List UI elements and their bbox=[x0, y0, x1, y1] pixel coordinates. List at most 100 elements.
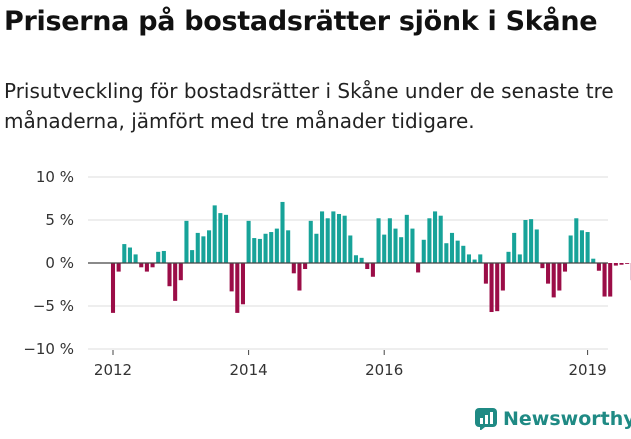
bar bbox=[376, 218, 381, 263]
bar bbox=[331, 211, 336, 263]
bar bbox=[257, 238, 262, 263]
chart-subtitle: Prisutveckling för bostadsrätter i Skåne… bbox=[4, 79, 614, 133]
bar bbox=[387, 218, 392, 263]
bar-series bbox=[110, 201, 631, 313]
bar bbox=[393, 228, 398, 263]
bar bbox=[325, 218, 330, 263]
x-tick-label: 2014 bbox=[230, 361, 268, 379]
bar bbox=[365, 263, 370, 270]
bar bbox=[269, 232, 274, 263]
bar bbox=[506, 251, 511, 263]
bar bbox=[359, 257, 364, 263]
bar bbox=[274, 228, 279, 263]
bar bbox=[410, 228, 415, 263]
bar-chart: 10 %5 %0 %−5 %−10 % 20122014201620192021… bbox=[23, 168, 631, 379]
bar bbox=[455, 240, 460, 263]
bar bbox=[212, 205, 217, 263]
bar bbox=[184, 220, 189, 263]
bar bbox=[625, 263, 630, 264]
bar bbox=[190, 250, 195, 263]
bar bbox=[421, 239, 426, 263]
bar bbox=[579, 230, 584, 263]
bar bbox=[500, 263, 505, 291]
bar bbox=[139, 263, 144, 268]
bar bbox=[466, 254, 471, 263]
bar bbox=[286, 230, 291, 263]
bar bbox=[303, 263, 308, 270]
bar bbox=[342, 215, 347, 263]
bar bbox=[122, 244, 127, 263]
bar bbox=[173, 263, 178, 301]
bar bbox=[297, 263, 302, 291]
bar bbox=[416, 263, 421, 273]
bar bbox=[308, 220, 313, 263]
bar bbox=[619, 263, 624, 265]
bar bbox=[427, 218, 432, 263]
newsworthy-brand: Newsworthy bbox=[475, 408, 631, 430]
y-tick-label: −10 % bbox=[23, 340, 74, 358]
bar bbox=[585, 232, 590, 263]
bar bbox=[399, 237, 404, 263]
bar bbox=[291, 263, 296, 274]
bar bbox=[613, 263, 618, 266]
bar bbox=[433, 211, 438, 263]
x-tick-label: 2012 bbox=[94, 361, 132, 379]
bar bbox=[438, 215, 443, 263]
bar bbox=[252, 238, 257, 263]
x-axis: 2012201420162019202120232025 bbox=[88, 262, 608, 379]
bar bbox=[246, 220, 251, 263]
bar bbox=[382, 234, 387, 263]
bar bbox=[353, 255, 358, 263]
bar bbox=[348, 235, 353, 263]
bar bbox=[370, 263, 375, 277]
newsworthy-logo-icon bbox=[475, 408, 497, 430]
bar bbox=[529, 219, 534, 263]
bar bbox=[523, 220, 528, 263]
bar bbox=[161, 250, 166, 263]
bar bbox=[156, 251, 161, 263]
y-tick-label: 10 % bbox=[36, 168, 74, 186]
bar bbox=[551, 263, 556, 298]
bar bbox=[574, 218, 579, 263]
y-tick-label: 0 % bbox=[45, 254, 74, 272]
bar bbox=[404, 214, 409, 263]
bar bbox=[495, 263, 500, 312]
bar bbox=[144, 263, 149, 272]
y-tick-label: −5 % bbox=[33, 297, 74, 315]
bar bbox=[218, 213, 223, 263]
bar bbox=[483, 263, 488, 284]
bar bbox=[608, 263, 613, 297]
bar bbox=[472, 259, 477, 263]
bar bbox=[540, 263, 545, 269]
bar bbox=[596, 263, 601, 271]
bar bbox=[562, 263, 568, 272]
bar bbox=[235, 263, 240, 313]
bar bbox=[557, 263, 562, 291]
bar bbox=[167, 263, 172, 287]
bar bbox=[568, 235, 573, 263]
bar bbox=[314, 233, 319, 263]
bar bbox=[150, 263, 155, 268]
bar bbox=[602, 263, 607, 297]
bar bbox=[133, 254, 138, 263]
bar bbox=[201, 236, 206, 263]
x-tick-label: 2016 bbox=[365, 361, 403, 379]
bar bbox=[444, 243, 449, 263]
bar bbox=[336, 213, 342, 263]
bar bbox=[489, 263, 494, 313]
bar bbox=[461, 245, 466, 263]
bar bbox=[517, 254, 522, 263]
bar bbox=[591, 258, 596, 263]
bar bbox=[229, 263, 234, 292]
chart-title: Priserna på bostadsrätter sjönk i Skåne bbox=[4, 6, 598, 37]
y-gridlines bbox=[88, 176, 608, 350]
bar bbox=[280, 201, 285, 263]
brand-name: Newsworthy bbox=[503, 408, 631, 430]
bar bbox=[320, 211, 325, 263]
bar bbox=[207, 230, 212, 263]
y-axis-labels: 10 % 5 % 0 % −5 % −10 % bbox=[23, 168, 74, 358]
bar bbox=[240, 263, 245, 305]
bar bbox=[110, 263, 116, 313]
bar bbox=[478, 254, 483, 263]
bar bbox=[116, 263, 121, 272]
